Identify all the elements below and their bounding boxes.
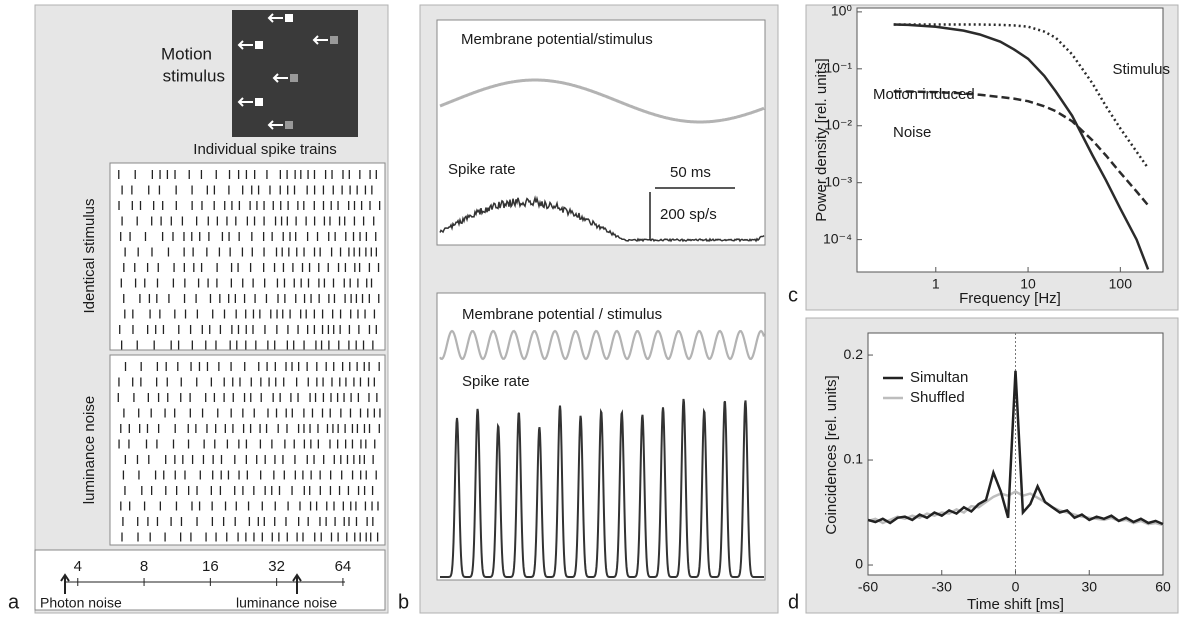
panel-label: c: [788, 284, 798, 306]
stimulus-arrow: [267, 13, 283, 23]
y-tick-label: 10⁻⁴: [823, 230, 852, 246]
stimulus-dot: [285, 121, 293, 129]
x-tick-label: -30: [932, 579, 952, 595]
series-line: [893, 23, 1150, 270]
x-tick-label: -60: [858, 579, 878, 595]
plot-title: Membrane potential/stimulus: [461, 31, 653, 48]
tick-label: 64: [335, 558, 352, 575]
panel-label: d: [788, 591, 799, 613]
y-axis-title: Coincidences [rel. units]: [823, 375, 840, 534]
series-label: Motion induced: [873, 86, 975, 103]
stimulus-arrow: [272, 73, 288, 83]
y-tick-label: 10⁰: [831, 3, 853, 19]
legend-label: Shuffled: [910, 389, 965, 406]
stimulus-dot: [330, 36, 338, 44]
stimulus-dot: [255, 41, 263, 49]
tick-label: 32: [268, 558, 285, 575]
series-line: [893, 23, 1150, 169]
raster-box: [109, 162, 386, 351]
stimulus-curve: [439, 329, 766, 361]
tick-label: 16: [202, 558, 219, 575]
y-tick-label: 10⁻²: [824, 116, 852, 132]
x-axis-title: Frequency [Hz]: [959, 290, 1061, 307]
x-tick-label: 1: [932, 276, 940, 292]
stimulus-dot: [255, 98, 263, 106]
tick-label: 4: [74, 558, 82, 575]
arrow-label: Photon noise: [40, 595, 122, 611]
stimulus-title: stimulus: [163, 66, 225, 85]
panel-label: a: [8, 591, 20, 613]
stimulus-dot: [285, 14, 293, 22]
y-tick-label: 0.2: [844, 346, 864, 362]
plot-area: [856, 7, 1164, 273]
stimulus-title: Motion: [161, 44, 212, 63]
stimulus-arrow: [237, 97, 253, 107]
y-tick-label: 10⁻³: [824, 173, 852, 189]
scale-bar: [649, 187, 735, 240]
x-tick-label: 10: [1020, 276, 1036, 292]
raster-box: [109, 354, 386, 546]
series-line: [867, 370, 1164, 526]
rate-curve: [440, 398, 764, 578]
series-label: Noise: [893, 124, 931, 141]
plot-title: Membrane potential / stimulus: [462, 306, 662, 323]
stimulus-dot: [290, 74, 298, 82]
series-line: [893, 90, 1150, 207]
stimulus-arrow: [267, 120, 283, 130]
noise-arrow: [60, 573, 70, 594]
x-tick-label: 60: [1155, 579, 1171, 595]
stimulus-arrow: [312, 35, 328, 45]
noise-arrow: [292, 573, 302, 594]
raster-title: Individual spike trains: [193, 141, 336, 158]
rate-label: Spike rate: [448, 161, 516, 178]
y-axis-title: Power density [rel. units]: [813, 58, 830, 221]
x-tick-label: 0: [1012, 579, 1020, 595]
series-label: Stimulus: [1112, 61, 1170, 78]
scale-label: 50 ms: [670, 164, 711, 181]
stimulus-curve: [439, 78, 765, 124]
y-tick-label: 0: [855, 556, 863, 572]
stimulus-image: [232, 10, 358, 137]
y-tick-label: 10⁻¹: [824, 60, 852, 76]
x-tick-label: 100: [1109, 276, 1133, 292]
rate-label: Spike rate: [462, 373, 530, 390]
stimulus-arrow: [237, 40, 253, 50]
y-tick-label: 0.1: [844, 451, 864, 467]
rate-curve: [439, 195, 765, 243]
x-tick-label: 30: [1081, 579, 1097, 595]
tick-label: 8: [140, 558, 148, 575]
group-label: luminance noise: [81, 396, 98, 504]
scale-label: 200 sp/s: [660, 206, 717, 223]
legend-label: Simultan: [910, 369, 968, 386]
panel-label: b: [398, 591, 409, 613]
x-axis-title: Time shift [ms]: [967, 596, 1064, 613]
arrow-label: luminance noise: [236, 595, 337, 611]
group-label: Identical stimulus: [81, 198, 98, 313]
